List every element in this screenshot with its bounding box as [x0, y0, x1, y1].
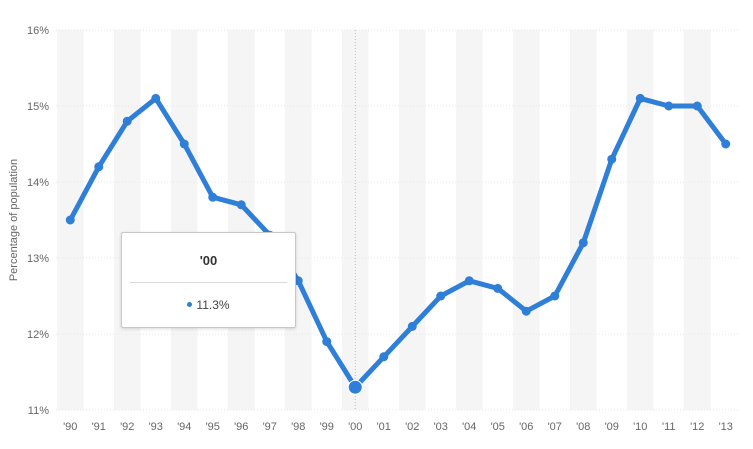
x-tick-label: '98 [291, 421, 305, 433]
x-tick-label: '04 [462, 421, 476, 433]
x-tick-label: '12 [690, 421, 704, 433]
x-tick-label: '92 [120, 421, 134, 433]
data-point[interactable] [692, 101, 702, 111]
y-axis-ticks: 11% 12% 13% 14% 15% 16% [27, 25, 49, 417]
x-axis-ticks: '90 '91 '92 '93 '94 '95 '96 '97 '98 '99 '00 '01 '02 '… [63, 421, 733, 433]
series-path [67, 95, 729, 390]
y-tick-label: 12% [27, 329, 49, 341]
x-tick-label: '13 [719, 421, 733, 433]
data-point[interactable] [65, 215, 75, 225]
data-point[interactable] [208, 192, 218, 202]
data-point[interactable] [179, 139, 189, 149]
column-band [171, 30, 198, 410]
y-tick-label: 14% [27, 177, 49, 189]
tooltip: '00 11.3% [121, 232, 296, 328]
data-point[interactable] [721, 139, 731, 149]
x-tick-label: '08 [576, 421, 590, 433]
y-tick-label: 15% [27, 101, 49, 113]
series-points [65, 93, 731, 395]
x-tick-label: '06 [519, 421, 533, 433]
data-point[interactable] [436, 291, 446, 301]
y-tick-label: 13% [27, 253, 49, 265]
x-tick-label: '00 [348, 421, 362, 433]
x-tick-label: '09 [605, 421, 619, 433]
data-point[interactable] [379, 352, 389, 362]
data-point[interactable] [322, 337, 332, 347]
x-tick-label: '05 [491, 421, 505, 433]
column-band [456, 30, 483, 410]
data-point[interactable] [407, 321, 417, 331]
x-tick-label: '11 [662, 421, 676, 433]
x-tick-label: '91 [92, 421, 106, 433]
data-point[interactable] [493, 283, 503, 293]
data-point[interactable] [464, 276, 474, 286]
x-tick-label: '01 [377, 421, 391, 433]
data-point[interactable] [578, 238, 588, 248]
series-line [67, 95, 729, 390]
tooltip-value: 11.3% [196, 298, 230, 312]
data-point[interactable] [550, 291, 560, 301]
gridlines [56, 29, 740, 411]
column-band [285, 30, 312, 410]
y-tick-label: 16% [27, 25, 49, 37]
x-tick-label: '97 [263, 421, 277, 433]
tooltip-divider [130, 282, 287, 283]
column-band [399, 30, 426, 410]
data-point[interactable] [293, 276, 303, 286]
column-band [627, 30, 654, 410]
column-band [114, 30, 141, 410]
x-tick-label: '93 [149, 421, 163, 433]
x-tick-label: '99 [320, 421, 334, 433]
data-point[interactable] [94, 162, 104, 172]
x-tick-label: '96 [234, 421, 248, 433]
data-point-highlighted[interactable] [347, 379, 363, 395]
data-point[interactable] [236, 200, 246, 210]
data-point[interactable] [122, 116, 132, 126]
y-tick-label: 11% [28, 405, 49, 417]
x-tick-label: '02 [405, 421, 419, 433]
data-point[interactable] [635, 93, 645, 103]
x-tick-label: '95 [206, 421, 220, 433]
x-tick-label: '07 [548, 421, 562, 433]
x-tick-label: '90 [63, 421, 77, 433]
column-band [684, 30, 711, 410]
x-tick-label: '10 [633, 421, 647, 433]
data-point[interactable] [664, 101, 674, 111]
column-band [513, 30, 540, 410]
tooltip-row: 11.3% [122, 298, 295, 312]
data-point[interactable] [151, 93, 161, 103]
x-tick-label: '03 [434, 421, 448, 433]
series-dot-icon [187, 302, 193, 308]
column-bands [57, 30, 711, 410]
data-point[interactable] [607, 154, 617, 164]
tooltip-title: '00 [199, 253, 218, 268]
y-axis-title: Percentage of population [8, 159, 20, 281]
x-tick-label: '94 [177, 421, 191, 433]
column-band [228, 30, 255, 410]
data-point[interactable] [521, 306, 531, 316]
